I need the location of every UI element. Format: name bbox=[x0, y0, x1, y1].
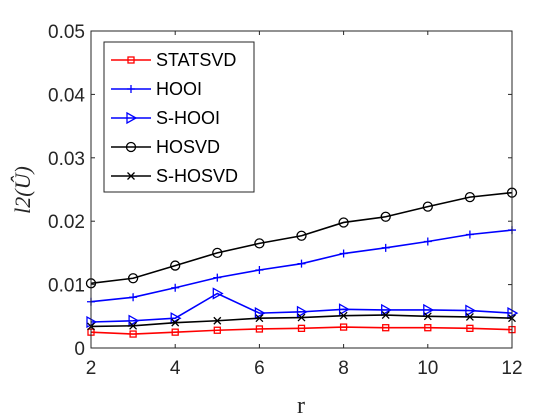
point-s-hooi bbox=[338, 303, 350, 316]
legend-swatch-marker bbox=[127, 85, 135, 93]
y-tick-label: 0 bbox=[74, 339, 85, 360]
point-s-hooi bbox=[212, 287, 224, 300]
point-s-hosvd bbox=[171, 318, 180, 327]
point-hosvd bbox=[422, 201, 433, 212]
point-statsvd bbox=[297, 324, 306, 332]
legend-label: HOOI bbox=[156, 79, 202, 99]
point-hooi bbox=[213, 273, 222, 282]
x-tick-label: 6 bbox=[254, 358, 265, 379]
point-hooi bbox=[171, 283, 180, 292]
series-hosvd bbox=[85, 187, 518, 289]
legend-box bbox=[103, 41, 255, 193]
series-hooi bbox=[87, 226, 516, 306]
point-hosvd bbox=[380, 211, 391, 222]
series-line-statsvd bbox=[90, 326, 513, 335]
point-s-hosvd bbox=[339, 311, 348, 320]
point-statsvd bbox=[339, 323, 348, 331]
point-statsvd bbox=[466, 324, 474, 332]
legend-swatch-marker bbox=[127, 172, 135, 180]
legend-entry-hooi: HOOI bbox=[111, 79, 202, 99]
x-tick-label: 4 bbox=[170, 358, 181, 379]
legend-entry-statsvd: STATSVD bbox=[111, 50, 236, 70]
point-hosvd bbox=[212, 247, 223, 259]
legend-entry-s-hosvd: S-HOSVD bbox=[111, 166, 238, 186]
point-s-hosvd bbox=[213, 316, 222, 325]
point-s-hooi bbox=[423, 303, 435, 317]
point-s-hooi bbox=[381, 303, 393, 317]
legend-label: S-HOOI bbox=[156, 108, 220, 128]
point-hooi bbox=[423, 237, 432, 246]
series-layer bbox=[85, 187, 519, 338]
point-hooi bbox=[129, 293, 138, 302]
point-s-hooi bbox=[254, 307, 266, 320]
y-tick-label: 0.03 bbox=[48, 149, 85, 170]
point-statsvd bbox=[129, 330, 137, 338]
plot-frame bbox=[90, 30, 513, 349]
point-s-hosvd bbox=[129, 321, 138, 330]
point-statsvd bbox=[382, 324, 390, 332]
legend-label: S-HOSVD bbox=[156, 166, 238, 186]
x-axis-label: r bbox=[297, 393, 305, 419]
point-hooi bbox=[297, 259, 306, 268]
point-s-hosvd bbox=[381, 311, 390, 319]
y-tick-label: 0.01 bbox=[48, 276, 85, 297]
series-line-hosvd bbox=[90, 191, 513, 285]
point-hooi bbox=[339, 249, 348, 258]
x-tick-label: 8 bbox=[338, 358, 349, 379]
point-statsvd bbox=[213, 326, 221, 334]
point-s-hooi bbox=[465, 304, 477, 317]
point-statsvd bbox=[424, 324, 432, 332]
y-tick-label: 0.02 bbox=[48, 212, 85, 233]
point-s-hosvd bbox=[255, 314, 264, 323]
point-s-hosvd bbox=[465, 312, 474, 321]
point-hosvd bbox=[127, 273, 139, 284]
point-s-hooi bbox=[170, 312, 182, 325]
legend-label: HOSVD bbox=[156, 137, 220, 157]
series-line-s-hooi bbox=[90, 292, 513, 323]
legend: STATSVD HOOI S-HOOI HOSVD S-HOSVD bbox=[103, 41, 255, 193]
y-tick-label: 0.05 bbox=[48, 22, 85, 43]
legend-swatch-marker bbox=[126, 111, 138, 125]
point-hosvd bbox=[464, 191, 476, 203]
point-hooi bbox=[465, 230, 474, 239]
y-axis-label: l2(Û) bbox=[10, 166, 35, 214]
point-s-hooi bbox=[296, 305, 308, 318]
legend-swatch-marker bbox=[125, 141, 137, 153]
point-s-hooi bbox=[128, 314, 140, 327]
point-hooi bbox=[381, 243, 390, 252]
legend-label: STATSVD bbox=[156, 50, 236, 70]
legend-entry-hosvd: HOSVD bbox=[111, 137, 220, 157]
series-s-hooi bbox=[86, 287, 519, 329]
x-tick-label: 12 bbox=[501, 358, 522, 379]
point-statsvd bbox=[255, 325, 264, 333]
point-hosvd bbox=[296, 230, 307, 241]
point-hooi bbox=[255, 266, 264, 275]
point-hosvd bbox=[338, 217, 349, 228]
point-hosvd bbox=[170, 260, 181, 271]
legend-swatch-marker bbox=[127, 56, 135, 64]
y-tick-label: 0.04 bbox=[48, 85, 85, 106]
point-hosvd bbox=[254, 238, 265, 249]
x-tick-label: 2 bbox=[86, 358, 97, 379]
legend-entry-s-hooi: S-HOOI bbox=[111, 108, 220, 128]
ticks-layer: 2 4 6 8 10 12 0 0.01 0.02 0.03 0.04 0.05 bbox=[48, 22, 523, 379]
x-tick-label: 10 bbox=[417, 358, 438, 379]
point-s-hosvd bbox=[423, 312, 432, 321]
point-s-hosvd bbox=[297, 313, 306, 322]
point-statsvd bbox=[171, 328, 179, 336]
svg-text:l2(Û): l2(Û) bbox=[10, 166, 35, 214]
